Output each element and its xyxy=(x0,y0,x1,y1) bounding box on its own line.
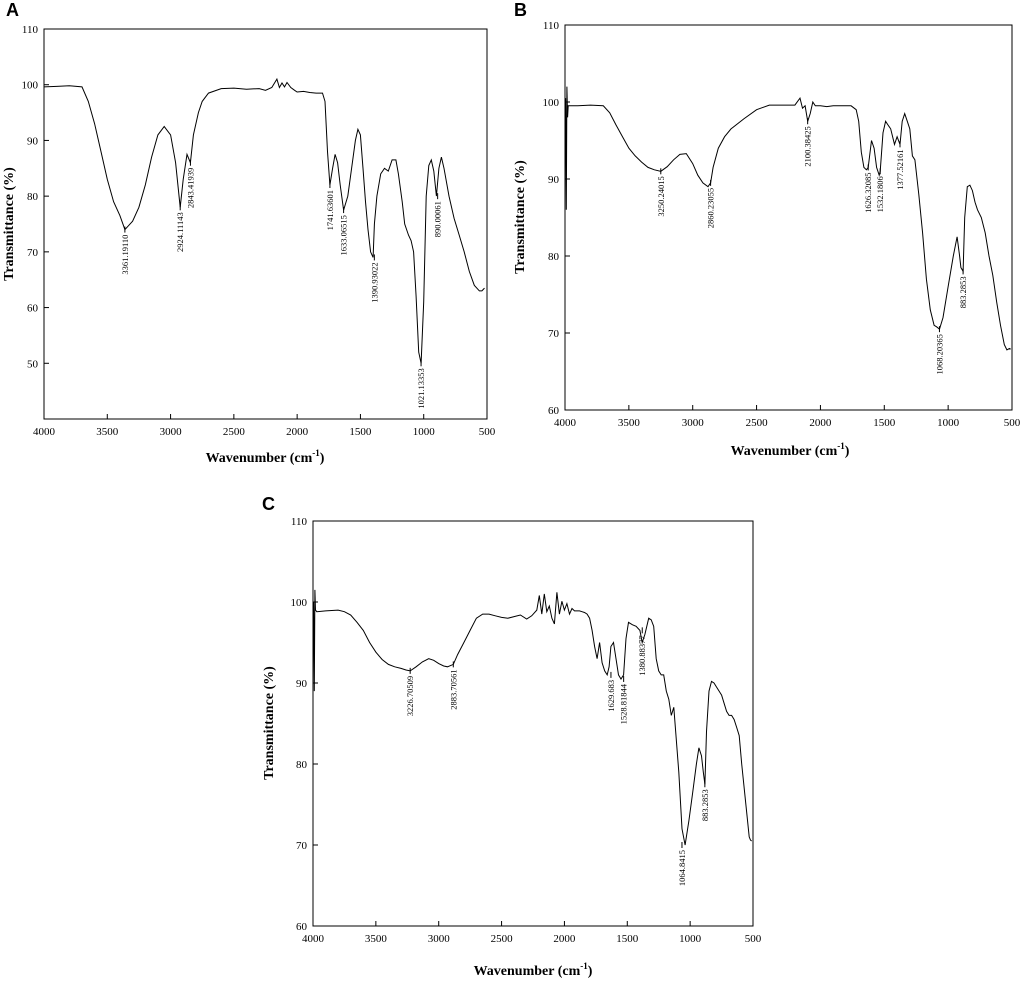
peak-label: 1532.1806 xyxy=(875,176,885,212)
spectrum-line xyxy=(43,77,485,364)
x-tick-label: 500 xyxy=(745,933,762,945)
panel-c: C 4000 3500 3000 2500 2000 1500 1000 500 60 70 80 90… xyxy=(262,494,762,979)
y-tick-label: 60 xyxy=(296,921,308,933)
x-tick-label: 3000 xyxy=(428,933,451,945)
peak-label: 1021.13353 xyxy=(416,368,426,408)
x-tick-label: 4000 xyxy=(33,426,56,438)
x-tick-label: 3000 xyxy=(682,417,705,429)
peak-label: 3226.70509 xyxy=(405,676,415,716)
peak-label: 1064.8415 xyxy=(677,850,687,886)
x-tick-label: 2500 xyxy=(223,426,246,438)
spectrum-line xyxy=(312,589,752,846)
y-tick-label: 80 xyxy=(296,759,308,771)
x-axis-title: Wavenumber (cm-1) xyxy=(474,961,593,979)
peak-label: 1068.20365 xyxy=(934,334,944,374)
y-tick-label: 100 xyxy=(291,597,308,609)
panel-a: A 4000 3500 3000 2500 2000 1500 1000 500 50 60 70 80… xyxy=(2,0,496,466)
x-tick-label: 3500 xyxy=(618,417,641,429)
panel-b: B 4000 3500 3000 2500 2000 1500 1000 500 60 70 80 90… xyxy=(513,0,1021,459)
y-tick-label: 110 xyxy=(22,24,39,36)
x-axis-title-main: Wavenumber (cm xyxy=(731,444,838,459)
x-axis-title-sup: -1 xyxy=(580,961,588,971)
y-tick-label: 90 xyxy=(548,174,560,186)
peak-label: 2883.70561 xyxy=(448,669,458,709)
y-tick-label: 80 xyxy=(548,251,560,263)
y-tick-label: 110 xyxy=(291,516,308,528)
plot-frame xyxy=(43,28,488,420)
peak-label: 883.2853 xyxy=(958,276,968,308)
x-tick-label: 3500 xyxy=(365,933,388,945)
x-tick-label: 1500 xyxy=(616,933,639,945)
x-tick-label: 500 xyxy=(479,426,496,438)
y-tick-label: 90 xyxy=(296,678,308,690)
peak-label: 1629.683 xyxy=(606,680,616,712)
x-tick-label: 1500 xyxy=(349,426,372,438)
x-tick-label: 2000 xyxy=(553,933,576,945)
y-tick-label: 80 xyxy=(27,191,39,203)
peak-label: 883.2853 xyxy=(700,789,710,821)
peak-label: 2843.41939 xyxy=(185,168,195,208)
x-tick-label: 1000 xyxy=(413,426,436,438)
peak-label: 2860.23055 xyxy=(706,188,716,228)
x-axis-title-close: ) xyxy=(320,451,325,466)
x-tick-label: 4000 xyxy=(302,933,325,945)
panel-letter: A xyxy=(6,0,19,20)
y-tick-label: 60 xyxy=(548,405,560,417)
x-axis-title-sup: -1 xyxy=(837,441,845,451)
x-tick-label: 1000 xyxy=(937,417,960,429)
panel-letter: B xyxy=(514,0,527,20)
peak-label: 3250.24015 xyxy=(656,176,666,216)
peak-label: 1390.93022 xyxy=(369,262,379,302)
x-tick-label: 1000 xyxy=(679,933,702,945)
peak-label: 1528.81844 xyxy=(619,683,629,724)
y-tick-label: 100 xyxy=(543,97,560,109)
x-tick-label: 3000 xyxy=(160,426,183,438)
peak-label: 2100.38425 xyxy=(803,126,813,166)
x-axis-title-main: Wavenumber (cm xyxy=(474,964,581,979)
peak-label: 1741.63601 xyxy=(325,190,335,230)
x-axis-title: Wavenumber (cm-1) xyxy=(731,441,850,459)
peak-label: 1380.88377 xyxy=(637,635,647,675)
x-axis-title-close: ) xyxy=(845,444,850,459)
panel-letter: C xyxy=(262,494,275,514)
plot-frame xyxy=(564,24,1013,411)
peak-label: 890.00061 xyxy=(433,201,443,237)
peak-label: 1626.32085 xyxy=(863,172,873,212)
x-axis-title-close: ) xyxy=(588,964,593,979)
x-tick-label: 3500 xyxy=(96,426,119,438)
y-tick-label: 70 xyxy=(548,328,560,340)
x-tick-label: 4000 xyxy=(554,417,577,429)
y-tick-label: 60 xyxy=(27,303,39,315)
x-axis-title: Wavenumber (cm-1) xyxy=(206,448,325,466)
x-tick-label: 2000 xyxy=(286,426,309,438)
y-axis-title: Transmittance (%) xyxy=(513,160,528,274)
y-tick-label: 90 xyxy=(27,135,39,147)
x-tick-label: 2500 xyxy=(491,933,514,945)
plot-frame xyxy=(312,520,754,927)
y-tick-label: 70 xyxy=(27,247,39,259)
peak-label: 3361.19110 xyxy=(120,235,130,275)
x-tick-label: 500 xyxy=(1004,417,1021,429)
y-tick-label: 50 xyxy=(27,358,39,370)
y-axis-title: Transmittance (%) xyxy=(2,167,17,281)
peak-label: 2924.11143 xyxy=(175,212,185,252)
peak-label: 1633.06515 xyxy=(339,215,349,255)
y-tick-label: 70 xyxy=(296,840,308,852)
y-axis-title: Transmittance (%) xyxy=(262,666,277,780)
x-axis-title-main: Wavenumber (cm xyxy=(206,451,313,466)
spectrum-line xyxy=(564,86,1011,351)
y-tick-label: 110 xyxy=(543,20,560,32)
x-tick-label: 1500 xyxy=(873,417,896,429)
x-tick-label: 2000 xyxy=(809,417,832,429)
x-tick-label: 2500 xyxy=(746,417,769,429)
x-axis-title-sup: -1 xyxy=(312,448,320,458)
y-tick-label: 100 xyxy=(22,80,39,92)
peak-label: 1377.52161 xyxy=(895,149,905,189)
